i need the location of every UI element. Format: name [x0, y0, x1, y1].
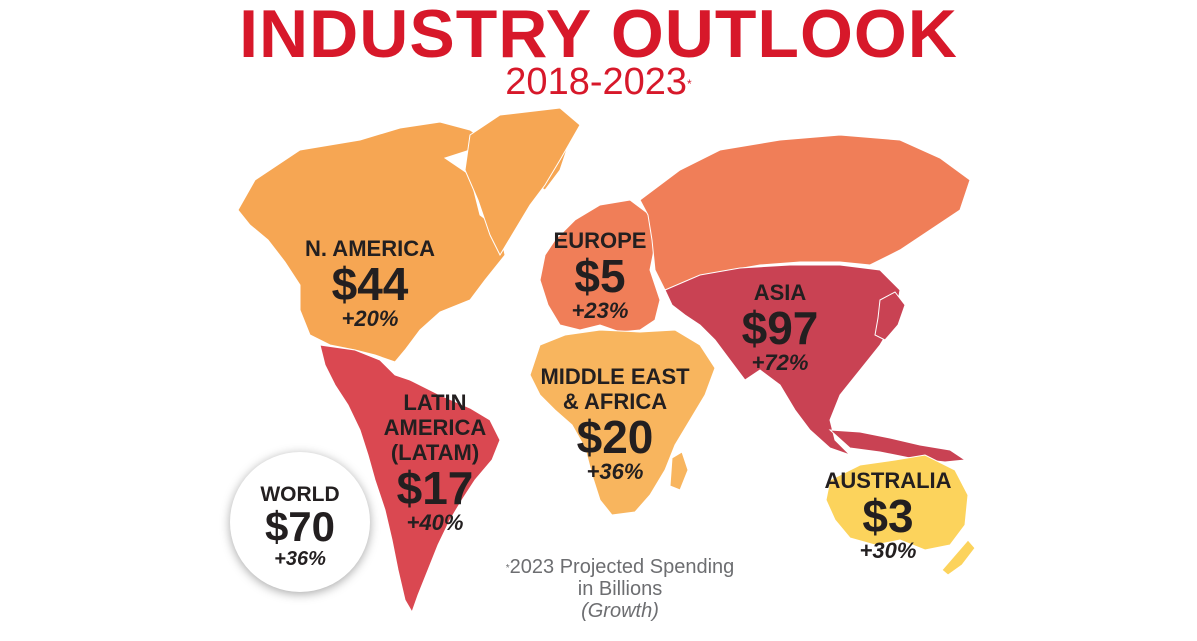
subtitle-years: 2018-2023	[505, 61, 688, 103]
region-amount: $5	[574, 250, 626, 302]
greenland-shape	[464, 107, 581, 257]
region-name: AUSTRALIA	[824, 468, 952, 493]
region-name-line3: (LATAM)	[390, 440, 480, 465]
map-subtitle: 2018-2023*	[0, 60, 1197, 104]
europe-shape[interactable]	[539, 199, 661, 333]
region-name: EUROPE	[553, 228, 647, 253]
middle-east-africa-shape[interactable]	[529, 329, 716, 516]
region-growth: +23%	[571, 298, 629, 323]
region-amount: $20	[576, 411, 654, 463]
indonesia-shape	[828, 429, 967, 463]
region-amount: $97	[741, 302, 819, 354]
region-name-line1: MIDDLE EAST	[540, 364, 690, 389]
madagascar-shape	[669, 451, 689, 491]
region-label-north-america: N. AMERICA $44 +20%	[280, 236, 460, 331]
region-name: ASIA	[753, 280, 807, 305]
australia-shape[interactable]	[825, 454, 969, 551]
region-amount: $3	[862, 490, 914, 542]
new-zealand-shape	[941, 539, 976, 576]
region-label-asia: ASIA $97 +72%	[720, 280, 840, 375]
footnote-line3: (Growth)	[581, 600, 659, 622]
region-growth: +30%	[859, 538, 917, 563]
region-label-latin-america: LATIN AMERICA (LATAM) $17 +40%	[370, 390, 500, 535]
region-name-line2: AMERICA	[383, 415, 487, 440]
region-amount: $17	[396, 462, 474, 514]
region-growth: +36%	[586, 459, 644, 484]
region-label-middle-east-africa: MIDDLE EAST & AFRICA $20 +36%	[530, 364, 700, 484]
footnote: *2023 Projected Spending in Billions (Gr…	[440, 556, 800, 622]
japan-shape	[874, 291, 906, 341]
region-growth: +20%	[341, 306, 399, 331]
region-amount: $44	[331, 258, 409, 310]
region-name-line2: & AFRICA	[562, 389, 668, 414]
world-name: WORLD	[260, 483, 340, 506]
footnote-line1: 2023 Projected Spending	[509, 556, 735, 578]
asia-shape[interactable]	[664, 264, 901, 456]
region-label-australia: AUSTRALIA $3 +30%	[818, 468, 958, 563]
region-growth: +40%	[406, 510, 464, 535]
world-total-badge: WORLD $70 +36%	[230, 452, 370, 592]
region-name-line1: LATIN	[403, 390, 467, 415]
subtitle-footnote-mark: *	[687, 77, 692, 91]
latin-america-shape[interactable]	[319, 344, 501, 614]
region-name: N. AMERICA	[305, 236, 435, 261]
region-label-europe: EUROPE $5 +23%	[540, 228, 660, 323]
world-growth: +36%	[274, 548, 326, 570]
footnote-line2: in Billions	[577, 578, 663, 600]
map-title: INDUSTRY OUTLOOK	[239, 0, 958, 72]
region-growth: +72%	[751, 350, 809, 375]
world-amount: $70	[264, 503, 336, 550]
russia-shape	[639, 134, 971, 291]
footnote-mark: *	[505, 563, 510, 574]
